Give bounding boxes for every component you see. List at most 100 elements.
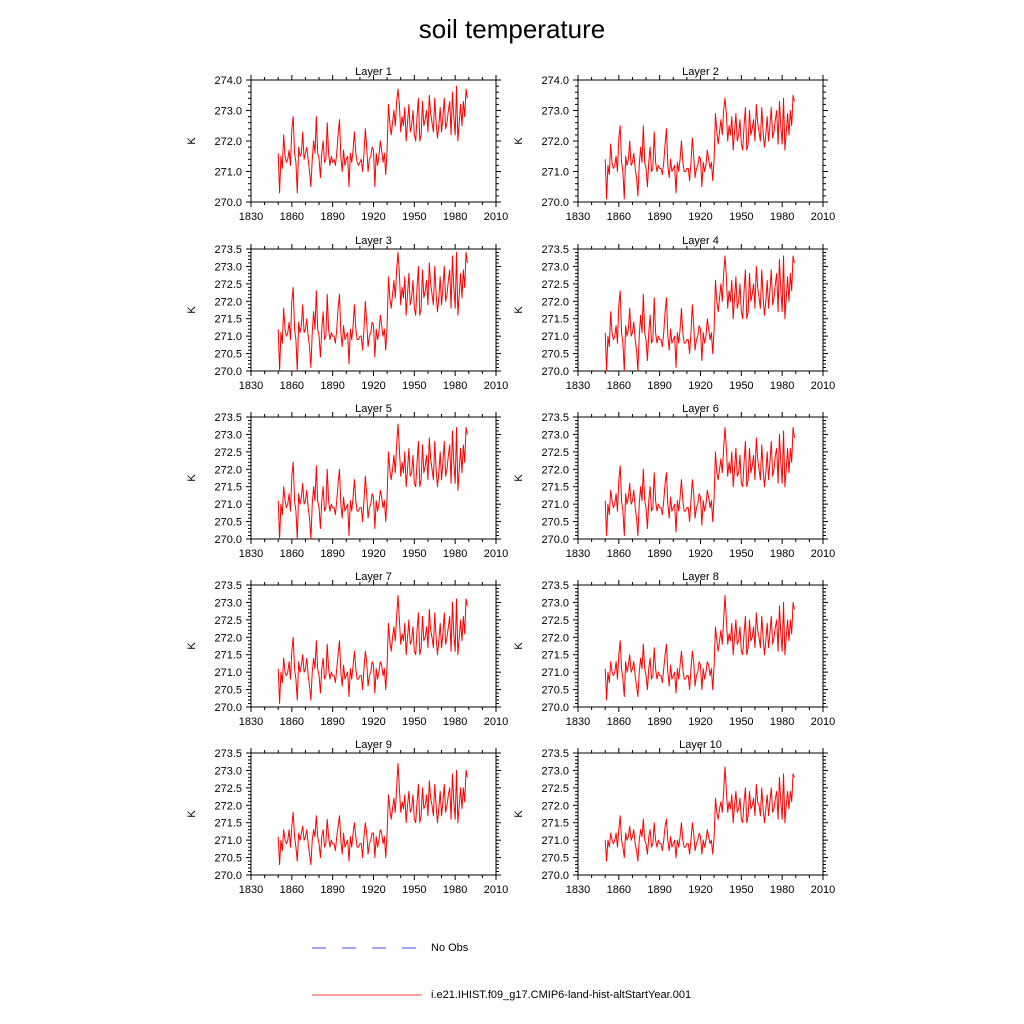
series-line-model (277, 85, 468, 194)
series-line-model (604, 594, 795, 701)
y-tick-label: 272.0 (541, 464, 569, 476)
panel-title: Layer 4 (682, 235, 719, 247)
y-tick-label: 273.0 (214, 765, 242, 777)
y-tick-label: 270.0 (214, 366, 242, 378)
y-tick-label: 273.5 (541, 748, 569, 760)
x-tick-label: 1950 (402, 211, 426, 223)
y-tick-label: 271.0 (541, 331, 569, 343)
y-tick-label: 270.0 (541, 870, 569, 882)
panel-title: Layer 10 (679, 739, 722, 751)
x-tick-label: 2010 (811, 716, 835, 728)
x-tick-label: 1830 (566, 548, 590, 560)
panel-title: Layer 8 (682, 571, 719, 583)
figure-title: soil temperature (418, 14, 606, 44)
x-tick-label: 1860 (607, 380, 631, 392)
panel-4: Layer 4 K 1830 1860 1890 1920 1950 1980 2010 270.… (513, 235, 835, 392)
y-tick-label: 273.5 (214, 748, 242, 760)
y-tick-label: 273.0 (541, 106, 569, 118)
panel-9: Layer 9 K 1830 1860 1890 1920 1950 1980 2010 270.… (186, 739, 508, 896)
x-tick-label: 1920 (361, 884, 385, 896)
x-tick-label: 1860 (280, 548, 304, 560)
x-tick-label: 1980 (443, 548, 467, 560)
y-tick-label: 270.5 (541, 349, 569, 361)
y-tick-label: 271.5 (214, 482, 242, 494)
series-line-model (604, 766, 795, 862)
y-tick-label: 272.5 (541, 615, 569, 627)
x-tick-label: 1860 (280, 380, 304, 392)
x-tick-label: 1860 (607, 884, 631, 896)
x-tick-label: 1980 (443, 716, 467, 728)
x-tick-label: 1950 (402, 716, 426, 728)
x-tick-label: 1860 (280, 716, 304, 728)
x-tick-label: 1920 (688, 211, 712, 223)
y-axis-label: K (513, 306, 525, 314)
x-tick-label: 1920 (361, 380, 385, 392)
x-tick-label: 1830 (239, 380, 263, 392)
series-line-model (604, 426, 795, 537)
x-tick-label: 1920 (361, 716, 385, 728)
panel-title: Layer 5 (355, 403, 392, 415)
y-axis-label: K (513, 642, 525, 650)
x-tick-label: 1890 (320, 380, 344, 392)
y-tick-label: 273.0 (214, 597, 242, 609)
y-tick-label: 272.5 (541, 279, 569, 291)
x-tick-label: 1830 (566, 884, 590, 896)
x-tick-label: 1950 (729, 211, 753, 223)
panel-1: Layer 1 K 1830 1860 1890 1920 1950 1980 2010 270.… (186, 66, 508, 223)
y-tick-label: 270.5 (214, 685, 242, 697)
panel-title: Layer 1 (355, 66, 392, 78)
plot-frame (250, 584, 497, 708)
y-tick-label: 272.5 (541, 447, 569, 459)
panel-title: Layer 9 (355, 739, 392, 751)
y-axis-label: K (513, 810, 525, 818)
y-axis-label: K (186, 810, 198, 818)
y-tick-label: 273.5 (541, 580, 569, 592)
y-tick-label: 271.5 (214, 314, 242, 326)
panel-title: Layer 2 (682, 66, 719, 78)
y-tick-label: 272.0 (214, 136, 242, 148)
y-tick-label: 272.5 (214, 615, 242, 627)
legend-entry-model: i.e21.IHIST.f09_g17.CMIP6-land-hist-altS… (312, 988, 732, 1002)
y-tick-label: 270.0 (214, 197, 242, 209)
x-tick-label: 1890 (647, 380, 671, 392)
x-tick-label: 1980 (770, 716, 794, 728)
panel-title: Layer 7 (355, 571, 392, 583)
y-tick-label: 271.0 (541, 667, 569, 679)
panel-5: Layer 5 K 1830 1860 1890 1920 1950 1980 2010 270.… (186, 403, 508, 560)
y-tick-label: 271.0 (214, 499, 242, 511)
legend-entry-obs: No Obs (312, 940, 612, 954)
y-tick-label: 270.0 (541, 366, 569, 378)
series-line-model (604, 255, 795, 372)
y-tick-label: 273.0 (541, 261, 569, 273)
panel-6: Layer 6 K 1830 1860 1890 1920 1950 1980 2010 270.… (513, 403, 835, 560)
x-tick-label: 1980 (443, 211, 467, 223)
x-tick-label: 2010 (811, 380, 835, 392)
y-axis-label: K (186, 137, 198, 145)
x-tick-label: 1830 (239, 716, 263, 728)
series-line-model (277, 762, 468, 866)
y-tick-label: 272.5 (214, 783, 242, 795)
y-tick-label: 273.0 (541, 597, 569, 609)
x-tick-label: 1980 (443, 380, 467, 392)
y-tick-label: 270.0 (214, 534, 242, 546)
x-tick-label: 2010 (811, 884, 835, 896)
x-tick-label: 1860 (280, 884, 304, 896)
panel-3: Layer 3 K 1830 1860 1890 1920 1950 1980 2010 270.… (186, 235, 508, 392)
y-tick-label: 273.5 (541, 412, 569, 424)
y-tick-label: 272.0 (214, 464, 242, 476)
x-tick-label: 2010 (484, 716, 508, 728)
series-line-model (277, 423, 468, 540)
plot-frame (577, 248, 824, 372)
legend-swatch-model (312, 994, 422, 996)
x-tick-label: 1920 (688, 548, 712, 560)
plot-frame (250, 79, 497, 203)
x-tick-label: 1950 (729, 380, 753, 392)
plot-frame (250, 752, 497, 876)
y-tick-label: 272.0 (214, 296, 242, 308)
y-tick-label: 271.5 (214, 650, 242, 662)
y-axis-label: K (513, 474, 525, 482)
y-tick-label: 273.0 (541, 429, 569, 441)
plot-frame (577, 752, 824, 876)
x-tick-label: 1920 (688, 884, 712, 896)
